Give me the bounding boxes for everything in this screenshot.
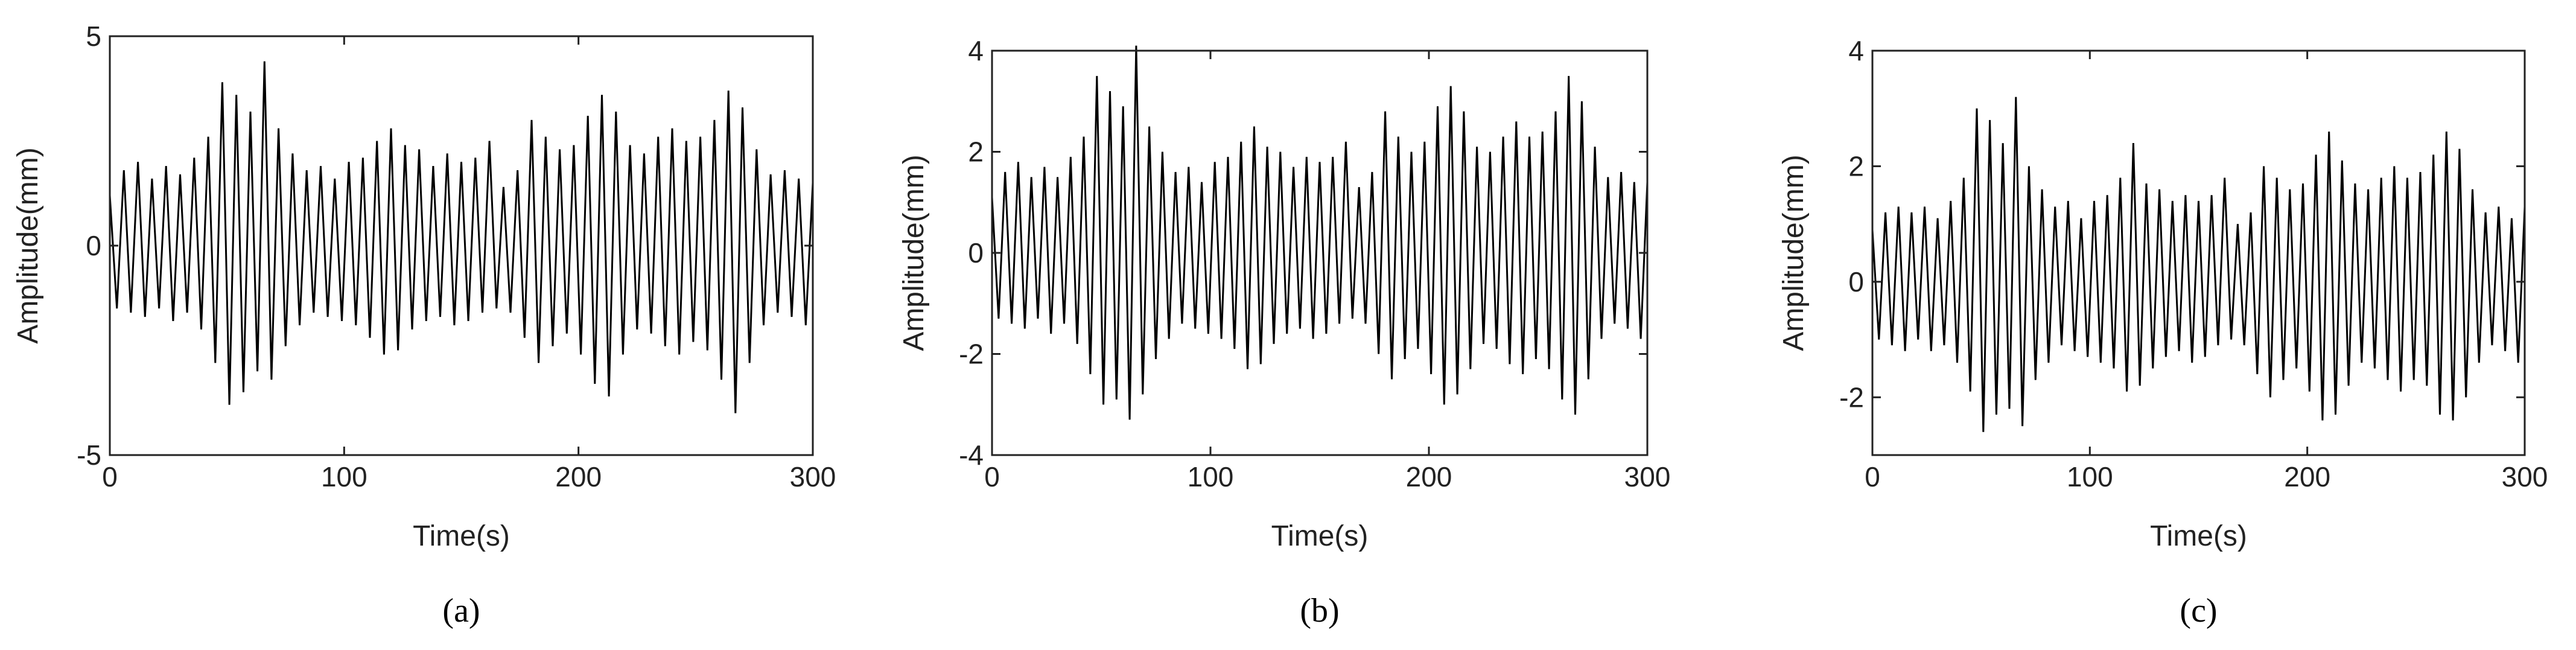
panel: 0 100 200 300 -2 0 2 4 Time(s) Amplitude(mm) (c) xyxy=(1778,35,2548,629)
y-tick-label: 2 xyxy=(968,136,984,168)
y-tick-label: 0 xyxy=(968,237,984,269)
y-axis-label: Amplitude(mm) xyxy=(898,155,930,351)
x-tick-label: 300 xyxy=(1624,461,1671,492)
caption: (a) xyxy=(442,592,480,629)
x-tick-label: 0 xyxy=(102,461,118,492)
axes-box xyxy=(109,35,814,456)
axes-box xyxy=(991,49,1649,456)
x-tick-label: 300 xyxy=(2502,461,2548,492)
x-tick-label: 100 xyxy=(1188,461,1234,492)
y-axis-label: Amplitude(mm) xyxy=(1778,155,1810,351)
y-tick-label: 2 xyxy=(1848,150,1864,182)
x-tick-label: 0 xyxy=(1865,461,1880,492)
x-tick-label: 200 xyxy=(1406,461,1452,492)
y-tick-label: 4 xyxy=(1848,35,1864,66)
y-tick-label: -4 xyxy=(959,439,984,471)
y-tick-label: 4 xyxy=(968,35,984,66)
x-tick-label: 100 xyxy=(2067,461,2113,492)
signal-line xyxy=(991,45,1649,420)
x-axis-label: Time(s) xyxy=(413,520,510,552)
y-tick-label: 0 xyxy=(1848,266,1864,298)
y-axis-label: Amplitude(mm) xyxy=(12,147,44,343)
caption: (c) xyxy=(2180,592,2217,629)
signal-line xyxy=(109,61,814,413)
y-tick-label: -5 xyxy=(77,439,101,471)
y-tick-label: -2 xyxy=(959,339,984,370)
signal-line xyxy=(1871,97,2526,432)
x-axis-label: Time(s) xyxy=(1271,520,1369,552)
x-tick-label: 200 xyxy=(2284,461,2330,492)
axes-box xyxy=(1871,49,2526,456)
x-tick-label: 200 xyxy=(555,461,602,492)
x-tick-label: 0 xyxy=(984,461,1000,492)
panel: 0 100 200 300 -4 -2 0 2 4 Time(s) Amplitude(mm) (b) xyxy=(898,35,1670,629)
x-tick-label: 300 xyxy=(790,461,836,492)
x-axis-label: Time(s) xyxy=(2150,520,2247,552)
caption: (b) xyxy=(1300,592,1339,629)
y-tick-label: 5 xyxy=(86,21,101,52)
y-tick-label: -2 xyxy=(1839,381,1864,413)
y-tick-label: 0 xyxy=(86,230,101,261)
x-tick-label: 100 xyxy=(321,461,367,492)
